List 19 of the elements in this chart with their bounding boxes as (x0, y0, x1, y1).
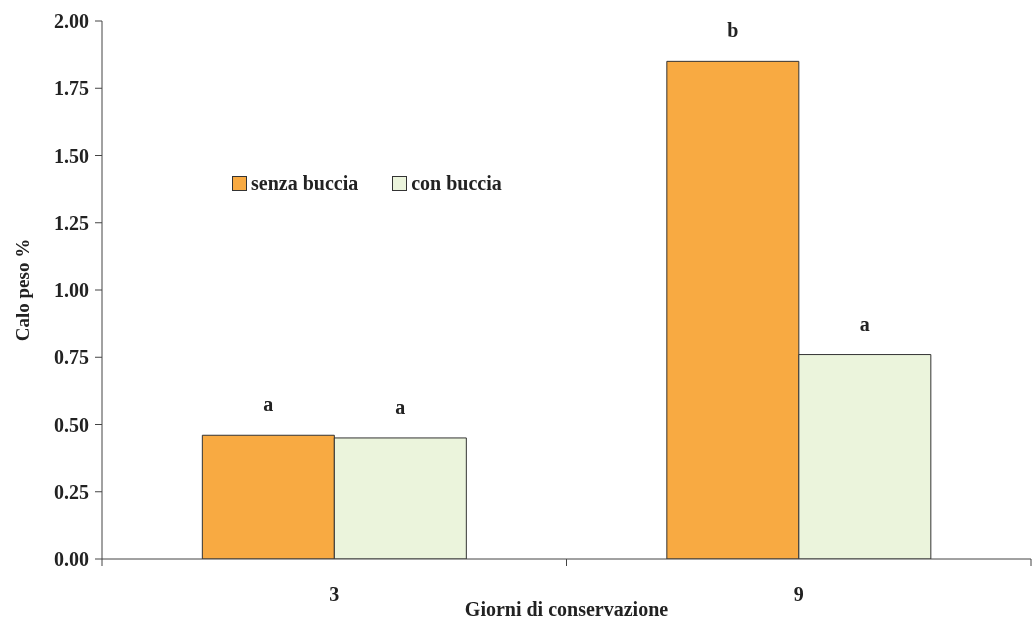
x-tick-label: 9 (793, 583, 804, 605)
data-label: a (395, 395, 406, 418)
y-tick-label: 2.00 (54, 10, 89, 33)
y-tick-label: 0.25 (54, 480, 89, 503)
y-tick-label: 0.50 (54, 413, 89, 436)
legend-label: con buccia (411, 172, 502, 195)
y-tick-label: 0.00 (54, 548, 89, 571)
y-tick-label: 0.75 (54, 346, 89, 369)
x-axis-title: Giorni di conservazione (464, 598, 669, 620)
y-axis-title: Calo peso % (11, 238, 33, 342)
data-label: a (859, 312, 870, 335)
x-tick-label: 3 (329, 583, 340, 605)
data-label: b (727, 19, 739, 42)
y-tick-label: 1.75 (54, 77, 89, 100)
y-tick-label: 1.50 (54, 144, 89, 167)
data-label: a (263, 393, 274, 416)
y-tick-label: 1.25 (54, 211, 89, 234)
legend-label: senza buccia (251, 172, 359, 195)
y-tick-label: 1.00 (54, 279, 89, 302)
